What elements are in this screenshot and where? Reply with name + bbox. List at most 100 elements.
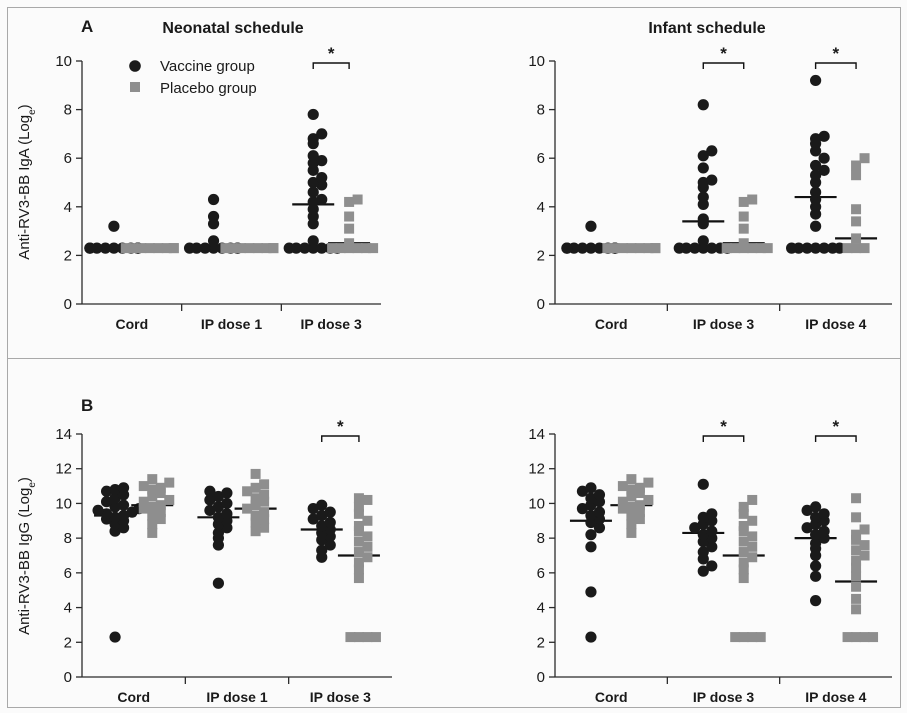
vaccine-point [706,508,718,520]
vaccine-group-ip-dose-4 [786,74,846,254]
placebo-point [609,243,620,254]
placebo-point [344,223,355,234]
vaccine-point [585,631,597,643]
placebo-point [747,515,758,526]
vaccine-point [109,511,121,523]
y-tick-label: 6 [537,565,545,582]
placebo-point [362,632,373,643]
vaccine-group-ip-dose-3 [682,478,725,577]
placebo-point [259,489,270,500]
placebo-point [138,503,149,514]
placebo-point [220,243,231,254]
placebo-point [842,243,853,254]
vaccine-point [818,152,830,164]
bracket-line [702,435,745,442]
vaccine-point [204,485,216,497]
placebo-point [738,211,749,222]
vaccine-point [593,489,606,501]
placebo-point [361,243,372,254]
vaccine-point [307,133,319,145]
placebo-point [250,493,261,504]
vaccine-point [585,586,597,598]
placebo-group-ip-dose-4 [835,493,879,643]
vaccine-point [593,506,606,518]
placebo-point [626,527,637,538]
placebo-point [155,507,166,518]
placebo-point [147,484,158,495]
vaccine-point [673,242,685,254]
bracket-line [814,62,857,69]
vaccine-group-ip-dose-3 [300,499,343,563]
placebo-point [155,500,166,511]
placebo-point [362,541,373,552]
placebo-point [851,593,862,604]
vaccine-point [117,499,130,511]
y-tick-label: 6 [64,565,72,582]
vaccine-point [810,186,822,198]
vaccine-point [307,235,319,247]
vaccine-point [697,150,709,162]
vaccine-point [316,155,328,167]
placebo-point [747,243,758,254]
placebo-point [120,243,131,254]
placebo-point [626,519,637,530]
vaccine-group-cord [569,482,612,643]
vaccine-point [801,522,813,534]
placebo-point [730,632,741,643]
placebo-point [127,243,138,254]
placebo-group-cord [120,243,179,254]
placebo-point [235,243,246,254]
placebo-point [650,243,661,254]
placebo-point [353,632,364,643]
placebo-point [153,243,164,254]
placebo-point [634,507,645,518]
vaccine-group-ip-dose-3 [283,108,343,254]
vaccine-point [299,242,311,254]
placebo-point [634,514,645,525]
y-tick-label: 2 [537,634,545,651]
placebo-point [362,494,373,505]
placebo-point [859,524,870,535]
vaccine-point [307,196,319,208]
placebo-point [250,526,261,537]
vaccine-point [109,483,121,496]
y-tick-label: 12 [528,461,545,478]
placebo-point [147,519,158,530]
vaccine-point [810,501,822,513]
y-tick-label: 10 [55,495,72,512]
vaccine-point [697,213,709,225]
placebo-point [721,243,732,254]
y-tick-label: 8 [537,530,545,547]
vaccine-point [92,504,104,516]
placebo-point [747,632,758,643]
vaccine-point [576,485,589,497]
placebo-point [362,531,373,542]
vaccine-point [689,522,701,534]
placebo-point [164,477,175,488]
placebo-point [344,196,355,207]
bracket-line [814,435,857,442]
vaccine-point [316,242,328,254]
placebo-point [345,632,356,643]
vaccine-point [834,242,846,254]
significance-asterisk: * [720,44,727,63]
placebo-point [851,160,862,171]
placebo-point [634,482,645,493]
placebo-point [851,555,862,566]
placebo-point [626,510,637,521]
vaccine-point [706,541,718,553]
placebo-point [155,482,166,493]
placebo-point [250,482,261,493]
bracket-line [321,435,360,442]
vaccine-point [316,172,328,184]
y-tick-label: 12 [55,461,72,478]
placebo-point [352,243,363,254]
vaccine-point [810,159,822,172]
placebo-point [730,243,741,254]
panel-a-frame [7,7,901,359]
significance-asterisk: * [328,44,335,63]
placebo-point [147,510,158,521]
placebo-point [626,501,637,512]
